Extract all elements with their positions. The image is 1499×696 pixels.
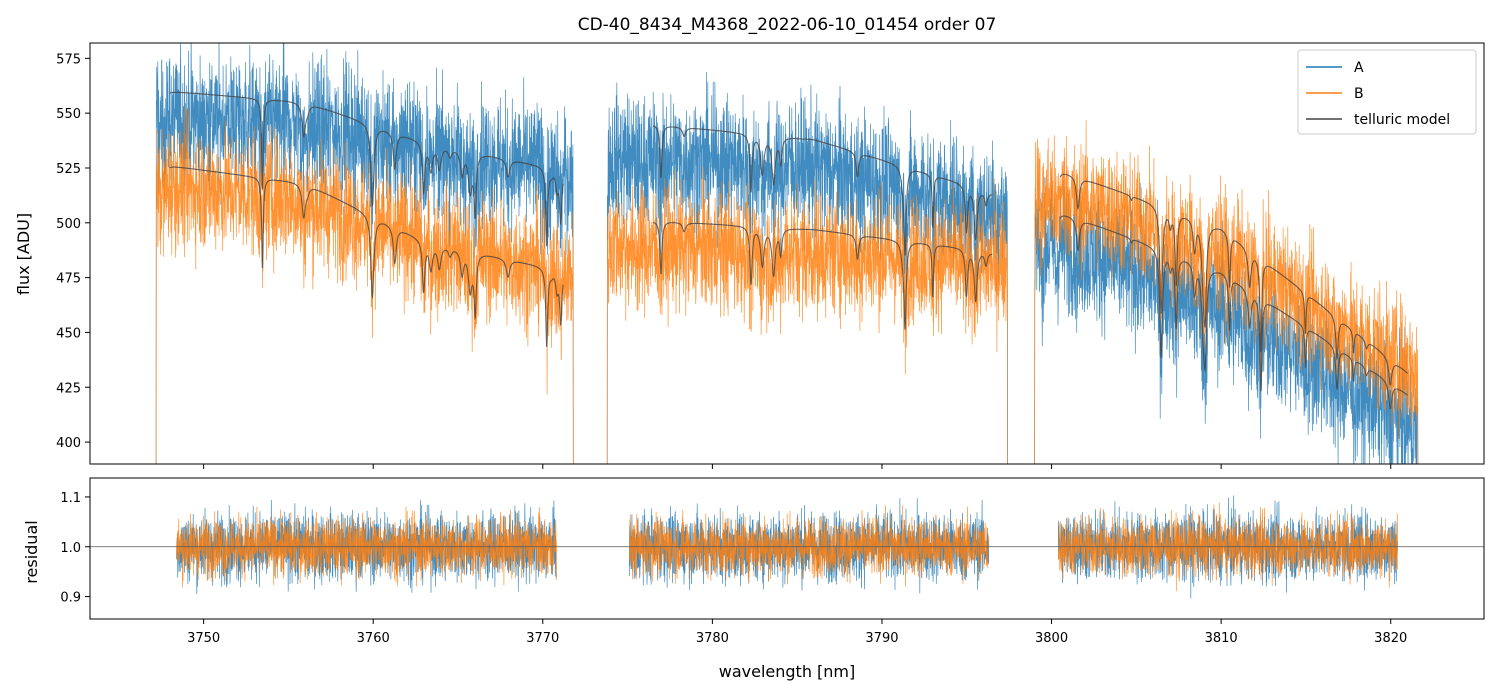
residual-y-tick-label-0: 0.9 (60, 591, 81, 606)
telluric-model-3 (652, 222, 993, 330)
x-tick-label-6: 3810 (1205, 631, 1238, 646)
residual-panel: 0.9 1.0 1.1 3750 3760 3770 3780 3790 3800 3810 38… (22, 477, 1485, 681)
flux-y-tick-label-0: 400 (56, 436, 81, 451)
residual-axes-frame (89, 477, 1485, 620)
flux-y-tick-label-3: 475 (56, 272, 81, 287)
residual-b-segment-1 (628, 505, 990, 587)
legend: A B telluric model (1297, 49, 1477, 135)
telluric-model-0 (169, 91, 564, 247)
chart-title: CD-40_8434_M4368_2022-06-10_01454 order … (578, 15, 997, 35)
x-tick-label-2: 3770 (526, 631, 559, 646)
flux-y-tick-label-4: 500 (56, 217, 81, 232)
x-tick-label-1: 3760 (357, 631, 390, 646)
flux-y-ticks: 400 425 450 475 500 525 550 575 (56, 52, 90, 451)
x-tick-label-7: 3820 (1374, 631, 1407, 646)
flux-y-tick-label-6: 550 (56, 107, 81, 122)
residual-y-tick-label-2: 1.1 (60, 491, 81, 506)
telluric-model-5 (1059, 215, 1408, 410)
series-b-segment-2 (1034, 120, 1419, 464)
residual-plot-area (90, 495, 1484, 599)
residual-b-segment-0 (176, 506, 557, 588)
flux-x-ticks (203, 464, 1392, 469)
legend-frame (1297, 49, 1477, 135)
telluric-model-4 (1059, 173, 1409, 386)
flux-axes-frame (89, 42, 1485, 465)
telluric-model-1 (169, 166, 564, 347)
residual-x-ticks: 3750 3760 3770 3780 3790 3800 3810 3820 (187, 619, 1407, 646)
residual-y-ticks: 0.9 1.0 1.1 (60, 491, 90, 606)
flux-y-tick-label-1: 425 (56, 381, 81, 396)
legend-label-a: A (1354, 60, 1364, 76)
x-tick-label-3: 3780 (696, 631, 729, 646)
legend-label-b: B (1354, 86, 1364, 102)
flux-y-tick-label-2: 450 (56, 326, 81, 341)
legend-label-telluric: telluric model (1354, 112, 1450, 128)
series-a-segment-1 (606, 72, 1008, 464)
flux-y-axis-label: flux [ADU] (14, 213, 33, 295)
x-tick-label-0: 3750 (187, 631, 220, 646)
series-b-segment-0 (155, 106, 574, 464)
flux-y-tick-label-7: 575 (56, 52, 81, 67)
flux-panel: 400 425 450 475 500 525 550 575 flux [ADU] A B … (14, 42, 1485, 469)
residual-b-segment-2 (1057, 502, 1398, 592)
x-axis-label: wavelength [nm] (719, 662, 856, 681)
flux-plot-area (155, 43, 1419, 464)
flux-y-tick-label-5: 525 (56, 162, 81, 177)
x-tick-label-4: 3790 (865, 631, 898, 646)
residual-y-tick-label-1: 1.0 (60, 541, 81, 556)
x-tick-label-5: 3800 (1035, 631, 1068, 646)
series-b-segment-1 (606, 166, 1008, 464)
telluric-model-2 (653, 125, 993, 256)
residual-y-axis-label: residual (22, 520, 41, 583)
